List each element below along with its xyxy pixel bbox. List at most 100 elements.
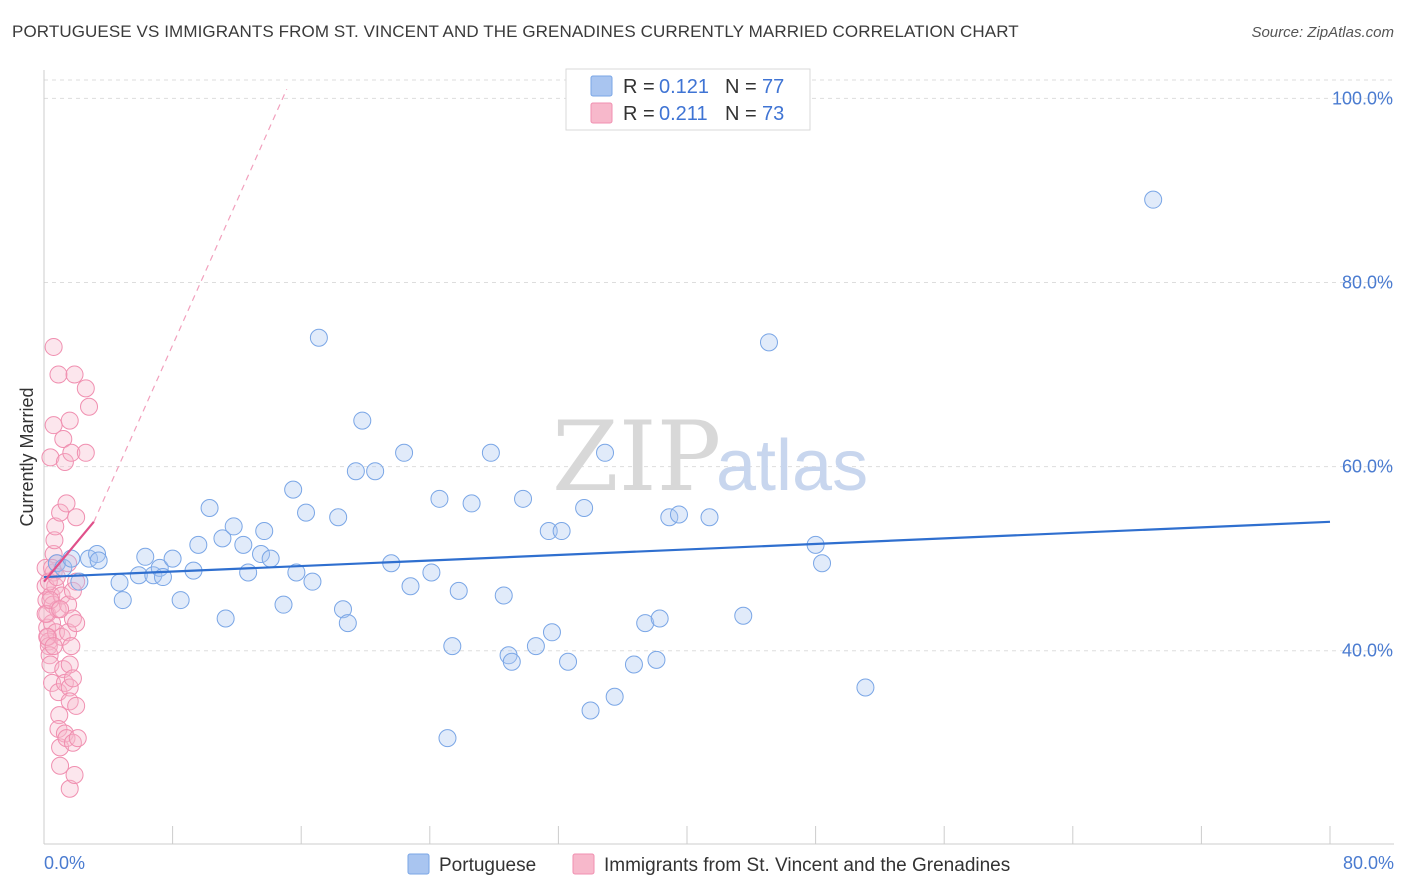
data-point-portuguese-14 — [163, 549, 182, 568]
bottom-legend-swatch-immigrants — [572, 853, 595, 875]
data-point-portuguese-57 — [559, 652, 578, 671]
data-point-immigrants-60 — [67, 696, 86, 715]
data-point-immigrants-11 — [43, 614, 62, 633]
legend-n-label-1: N = — [725, 76, 757, 98]
data-point-portuguese-51 — [502, 652, 521, 671]
data-point-immigrants-68 — [38, 627, 57, 646]
data-point-immigrants-57 — [67, 508, 86, 527]
data-point-portuguese-64 — [647, 650, 666, 669]
bottom-legend-swatch-portuguese — [407, 853, 430, 875]
data-point-portuguese-67 — [669, 505, 688, 524]
data-point-immigrants-39 — [55, 453, 74, 471]
data-point-portuguese-43 — [430, 489, 449, 508]
data-point-portuguese-68 — [700, 508, 719, 527]
legend-swatch-immigrants — [590, 102, 613, 124]
y-tick-label-80: 80.0% — [1342, 273, 1393, 293]
data-point-immigrants-69 — [41, 591, 60, 610]
data-point-portuguese-59 — [581, 701, 600, 720]
legend-r-value-2: 0.211 — [659, 103, 708, 125]
x-tick-label-min: 0.0% — [44, 853, 85, 873]
y-tick-label-100: 100.0% — [1332, 88, 1393, 108]
data-point-immigrants-16 — [45, 531, 64, 550]
data-point-immigrants-23 — [50, 706, 69, 725]
data-point-portuguese-49 — [494, 586, 513, 605]
data-point-portuguese-31 — [303, 572, 322, 591]
data-point-immigrants-8 — [40, 646, 59, 665]
data-point-portuguese-47 — [462, 494, 481, 513]
data-point-portuguese-0 — [47, 554, 66, 573]
legend-n-value-2: 73 — [762, 103, 784, 125]
data-point-portuguese-74 — [1144, 190, 1163, 209]
data-point-portuguese-38 — [366, 462, 385, 481]
data-point-portuguese-37 — [353, 411, 372, 430]
data-point-immigrants-17 — [46, 517, 65, 536]
data-point-portuguese-23 — [239, 563, 258, 582]
data-point-immigrants-56 — [65, 765, 84, 784]
data-point-portuguese-41 — [401, 577, 420, 596]
data-point-immigrants-29 — [44, 337, 63, 356]
data-point-portuguese-25 — [255, 522, 274, 541]
data-point-portuguese-58 — [575, 499, 594, 518]
data-point-portuguese-6 — [89, 551, 108, 570]
data-point-portuguese-45 — [443, 637, 462, 656]
data-point-immigrants-49 — [62, 443, 81, 462]
data-point-portuguese-40 — [395, 443, 414, 462]
y-tick-label-40: 40.0% — [1342, 641, 1393, 661]
data-point-portuguese-21 — [224, 517, 243, 536]
data-point-portuguese-73 — [856, 678, 875, 697]
trend-line-portuguese — [43, 520, 1331, 579]
data-point-immigrants-46 — [60, 692, 79, 711]
watermark: ZIP atlas — [552, 401, 868, 513]
data-point-immigrants-38 — [54, 429, 73, 448]
chart-title: PORTUGUESE VS IMMIGRANTS FROM ST. VINCEN… — [12, 22, 1019, 41]
data-point-portuguese-63 — [636, 614, 655, 633]
legend-n-label-2: N = — [725, 103, 757, 125]
data-point-portuguese-35 — [338, 614, 357, 633]
data-point-portuguese-22 — [234, 535, 253, 554]
data-point-immigrants-50 — [62, 637, 81, 656]
data-point-immigrants-61 — [68, 729, 87, 748]
bottom-legend-label-portuguese: Portuguese — [439, 855, 536, 876]
data-point-portuguese-34 — [333, 600, 352, 619]
data-point-portuguese-60 — [596, 443, 615, 462]
x-tick-marks — [43, 826, 1331, 844]
data-point-portuguese-3 — [70, 572, 89, 591]
y-tick-label-60: 60.0% — [1342, 457, 1393, 477]
data-point-portuguese-2 — [62, 549, 81, 568]
data-point-immigrants-32 — [52, 586, 71, 605]
data-point-immigrants-18 — [46, 577, 65, 596]
data-point-portuguese-5 — [88, 545, 107, 564]
data-point-portuguese-56 — [552, 522, 571, 541]
data-point-portuguese-33 — [329, 508, 348, 527]
data-point-portuguese-10 — [136, 547, 155, 566]
data-point-portuguese-65 — [650, 609, 669, 628]
data-point-immigrants-30 — [49, 365, 68, 384]
data-point-immigrants-34 — [54, 660, 73, 679]
data-point-immigrants-47 — [60, 779, 79, 798]
data-point-immigrants-27 — [41, 448, 60, 467]
data-point-immigrants-59 — [67, 614, 86, 633]
data-point-immigrants-64 — [80, 397, 99, 416]
legend-r-value-1: 0.121 — [659, 76, 709, 98]
legend-swatch-portuguese — [590, 75, 613, 97]
data-point-immigrants-48 — [60, 411, 79, 430]
bottom-legend: Portuguese Immigrants from St. Vincent a… — [407, 853, 1010, 876]
data-point-portuguese-52 — [514, 489, 533, 508]
legend-n-value-1: 77 — [762, 76, 784, 98]
bottom-legend-label-immigrants: Immigrants from St. Vincent and the Gren… — [604, 855, 1010, 876]
trend-line-immigrants-extension — [93, 88, 288, 523]
data-point-portuguese-19 — [213, 529, 232, 548]
legend: R = 0.121 N = 77 R = 0.211 N = 73 — [565, 68, 811, 131]
data-point-immigrants-40 — [57, 494, 76, 513]
legend-r-label-1: R = — [623, 76, 655, 98]
data-point-portuguese-72 — [813, 554, 832, 573]
data-point-portuguese-29 — [287, 563, 306, 582]
data-point-portuguese-54 — [539, 522, 558, 541]
data-point-portuguese-55 — [542, 623, 561, 642]
x-tick-label-max: 80.0% — [1343, 853, 1394, 873]
data-point-portuguese-27 — [274, 595, 293, 614]
data-point-immigrants-63 — [76, 443, 95, 462]
data-point-portuguese-9 — [129, 566, 148, 585]
data-point-portuguese-61 — [605, 687, 624, 706]
data-point-portuguese-20 — [216, 609, 235, 628]
